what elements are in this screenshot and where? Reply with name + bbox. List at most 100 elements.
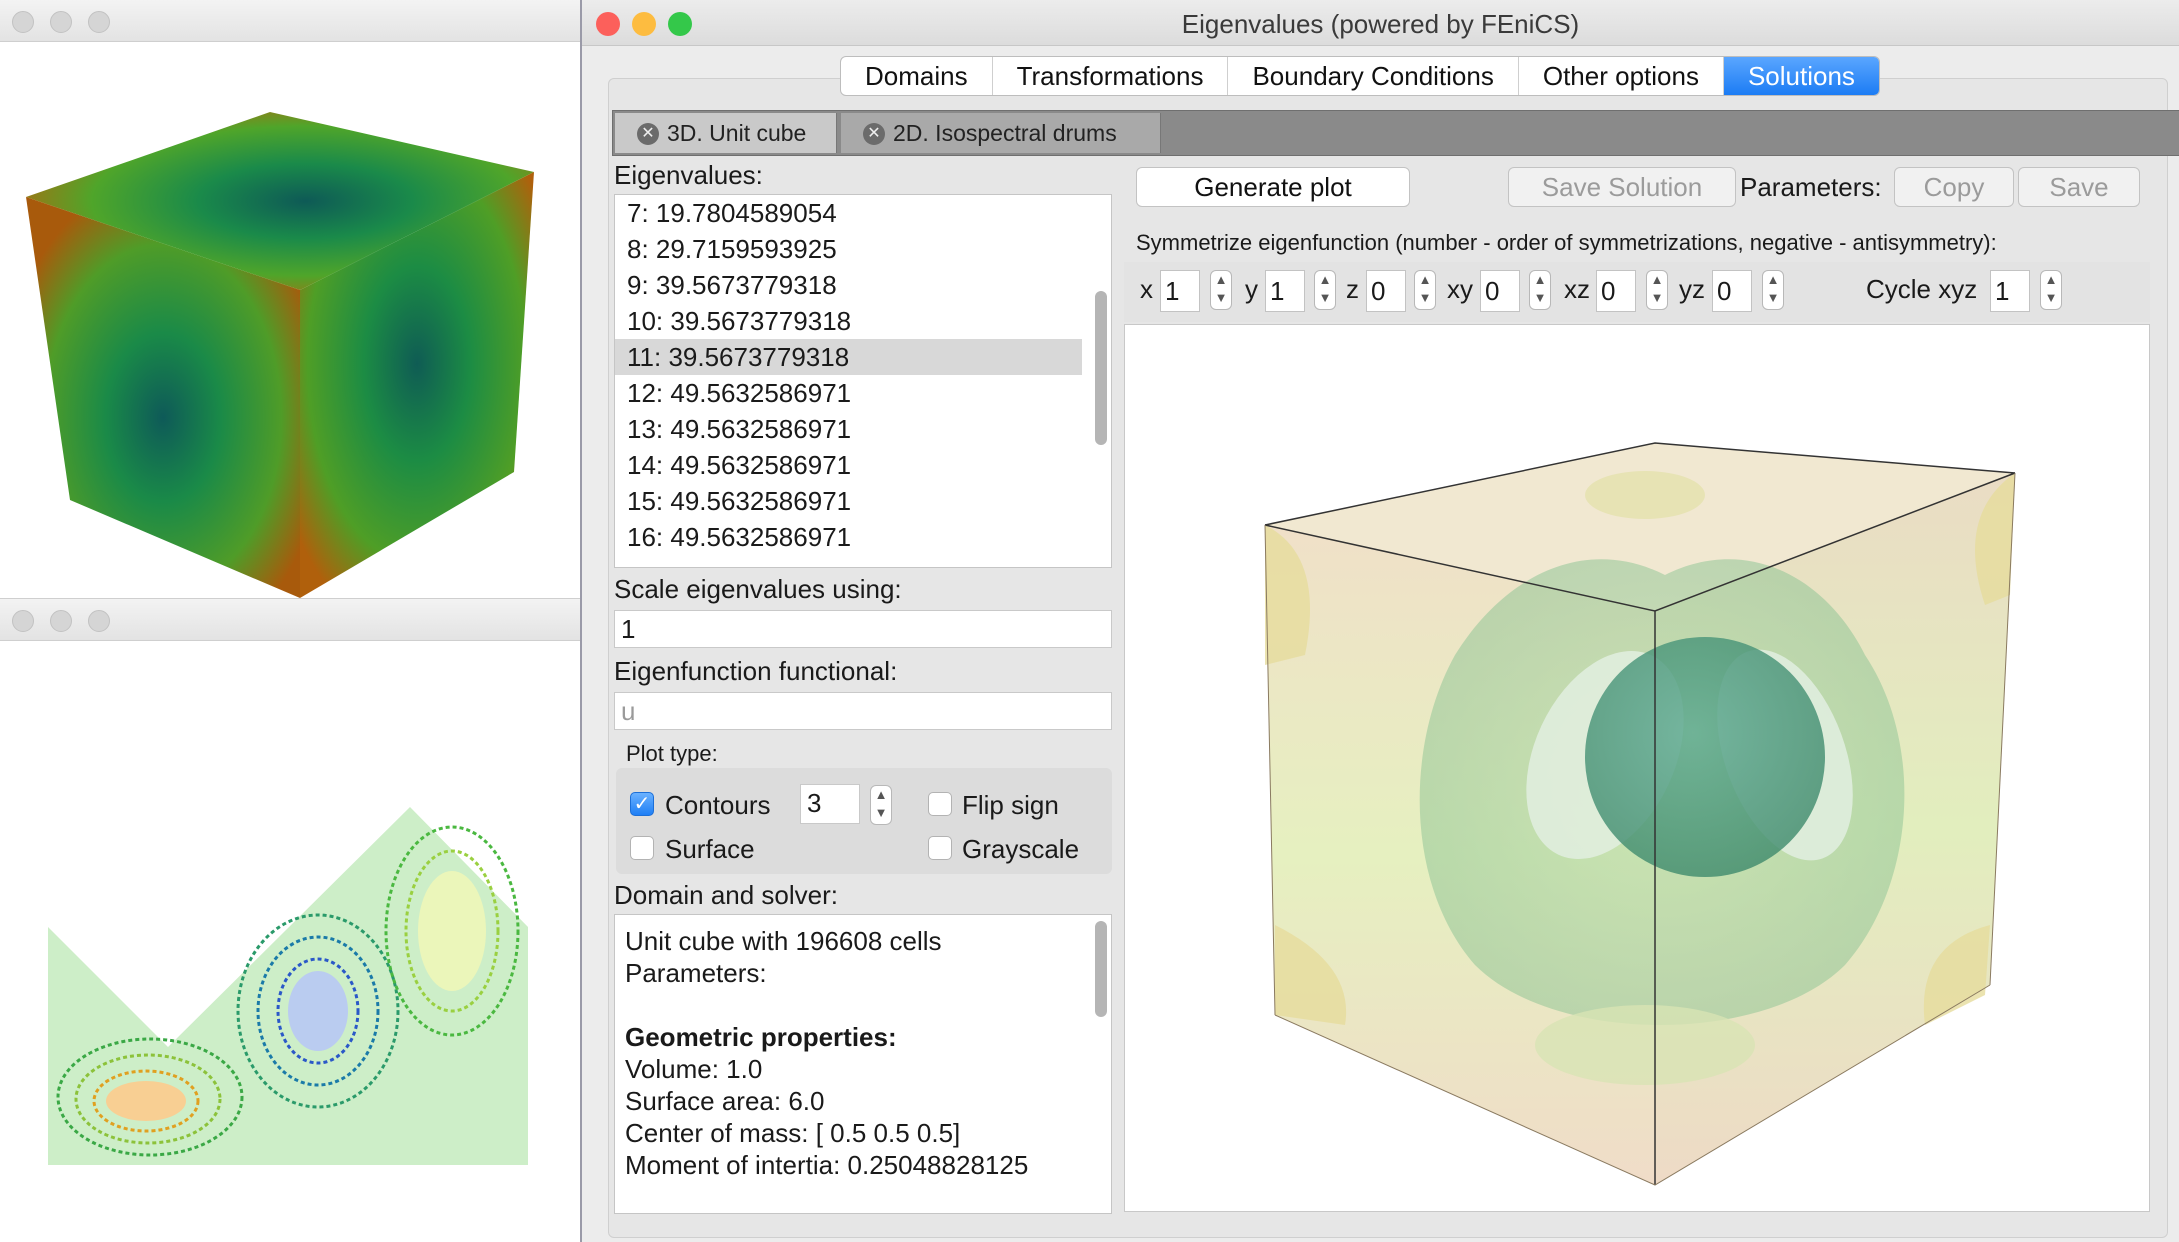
eigenvalue-row[interactable]: 11: 39.5673779318 [615,339,1082,375]
cube-left-face [26,197,300,598]
sym-yz-label: yz [1679,274,1705,304]
plot-type-group [616,768,1112,874]
contours-stepper[interactable]: ▲ ▼ [870,785,892,825]
sym-x-stepper[interactable]: ▲ ▼ [1210,270,1232,310]
isosurface-center-sphere [1585,637,1825,877]
cycle-xyz-label: Cycle xyz [1866,274,1978,304]
tab-other-options[interactable]: Other options [1519,57,1724,95]
doc-tab-isospectral-drums[interactable]: ✕ 2D. Isospectral drums [841,113,1161,153]
info-line: Surface area: 6.0 [625,1086,825,1116]
sym-z-input[interactable]: 0 [1366,270,1406,312]
eigenvalue-row[interactable]: 15: 49.5632586971 [627,486,852,516]
save-solution-button[interactable]: Save Solution [1508,167,1736,207]
drums-plot-window [0,598,580,1242]
contours-count-input[interactable]: 3 [800,784,860,824]
doc-tab-unit-cube[interactable]: ✕ 3D. Unit cube [615,113,837,153]
tab-boundary-conditions[interactable]: Boundary Conditions [1228,57,1519,95]
isosurface-render[interactable] [1125,325,2149,1211]
tab-transformations[interactable]: Transformations [993,57,1229,95]
close-tab-icon[interactable]: ✕ [863,123,885,145]
cube-eigenfunction-render[interactable] [0,42,580,598]
drums-window-titlebar [0,599,580,641]
plot-type-label: Plot type: [626,741,718,766]
close-icon[interactable] [12,610,34,632]
minimize-icon[interactable] [50,610,72,632]
sym-xy-stepper[interactable]: ▲ ▼ [1529,270,1551,310]
doc-tab-label: 3D. Unit cube [667,120,807,146]
sym-x-label: x [1140,274,1153,304]
surface-label: Surface [665,834,755,864]
info-scrollbar[interactable] [1095,921,1107,1017]
flip-sign-label: Flip sign [962,790,1059,820]
document-tab-bar: ✕ 3D. Unit cube ✕ 2D. Isospectral drums [612,110,2179,156]
eigenvalue-row[interactable]: 13: 49.5632586971 [627,414,852,444]
contours-label: Contours [665,790,771,820]
zoom-icon[interactable] [668,12,692,36]
sym-xz-stepper[interactable]: ▲ ▼ [1646,270,1668,310]
eigenvalues-list[interactable]: 7: 19.7804589054 8: 29.7159593925 9: 39.56… [614,194,1112,568]
domain-solver-info: Unit cube with 196608 cells Parameters: Ge… [614,914,1112,1214]
sym-xz-input[interactable]: 0 [1596,270,1636,312]
sym-y-stepper[interactable]: ▲ ▼ [1314,270,1336,310]
isosurface-cap-top [1585,471,1705,519]
close-icon[interactable] [596,12,620,36]
zoom-icon[interactable] [88,610,110,632]
scale-label: Scale eigenvalues using: [614,574,902,604]
eigenfunction-plot-area[interactable] [1124,324,2150,1212]
sym-yz-input[interactable]: 0 [1712,270,1752,312]
window-title: Eigenvalues (powered by FEniCS) [1181,9,1580,39]
tab-solutions[interactable]: Solutions [1723,57,1879,95]
eigenvalue-row[interactable]: 14: 49.5632586971 [627,450,852,480]
close-tab-icon[interactable]: ✕ [637,123,659,145]
grayscale-checkbox[interactable] [928,836,952,860]
generate-plot-button[interactable]: Generate plot [1136,167,1410,207]
parameters-label: Parameters: [1740,172,1882,202]
sym-y-label: y [1245,274,1258,304]
save-button[interactable]: Save [2018,167,2140,207]
minimize-icon[interactable] [632,12,656,36]
eigenvalue-row[interactable]: 7: 19.7804589054 [627,198,837,228]
sym-y-input[interactable]: 1 [1265,270,1305,312]
functional-input[interactable]: u [614,692,1112,730]
top-tab-bar: Domains Transformations Boundary Conditi… [840,56,1880,96]
sym-yz-stepper[interactable]: ▲ ▼ [1762,270,1784,310]
scale-input[interactable]: 1 [614,610,1112,648]
doc-tab-label: 2D. Isospectral drums [893,120,1117,146]
sym-z-stepper[interactable]: ▲ ▼ [1414,270,1436,310]
sym-xz-label: xz [1564,274,1590,304]
drums-contour-render[interactable] [0,641,580,1241]
copy-button[interactable]: Copy [1894,167,2014,207]
info-line: Parameters: [625,958,767,988]
eigenvalues-scrollbar[interactable] [1095,291,1107,445]
eigenvalue-row[interactable]: 9: 39.5673779318 [627,270,837,300]
main-titlebar: Eigenvalues (powered by FEniCS) [582,0,2179,46]
drum-domain [48,807,528,1165]
cycle-xyz-stepper[interactable]: ▲ ▼ [2040,270,2062,310]
cube-plot-window [0,0,580,598]
grayscale-label: Grayscale [962,834,1080,864]
flip-sign-checkbox[interactable] [928,792,952,816]
sym-xy-label: xy [1447,274,1473,304]
symmetrize-row: x 1 ▲ ▼ y 1 ▲ ▼ z 0 ▲ ▼ xy 0 ▲ ▼ xz 0 ▲ ▼ yz … [1124,262,2150,322]
cube-top-face [1265,443,2015,611]
close-icon[interactable] [12,11,34,33]
zoom-icon[interactable] [88,11,110,33]
eigenvalue-row[interactable]: 10: 39.5673779318 [627,306,852,336]
isosurface-cap-bottom [1535,1005,1755,1085]
surface-checkbox[interactable] [630,836,654,860]
eigenvalue-row[interactable]: 12: 49.5632586971 [627,378,852,408]
contours-checkbox[interactable]: ✓ [630,792,654,816]
eigenvalues-label: Eigenvalues: [614,160,763,190]
tab-domains[interactable]: Domains [841,57,993,95]
info-line: Moment of intertia: 0.25048828125 [625,1150,1029,1180]
info-line: Unit cube with 196608 cells [625,926,942,956]
sym-xy-input[interactable]: 0 [1480,270,1520,312]
minimize-icon[interactable] [50,11,72,33]
sym-z-label: z [1346,274,1359,304]
eigenvalue-row[interactable]: 16: 49.5632586971 [627,522,852,552]
cube-right-face [300,172,534,598]
cycle-xyz-input[interactable]: 1 [1990,270,2030,312]
eigenvalue-row[interactable]: 8: 29.7159593925 [627,234,837,264]
sym-x-input[interactable]: 1 [1160,270,1200,312]
functional-label: Eigenfunction functional: [614,656,898,686]
